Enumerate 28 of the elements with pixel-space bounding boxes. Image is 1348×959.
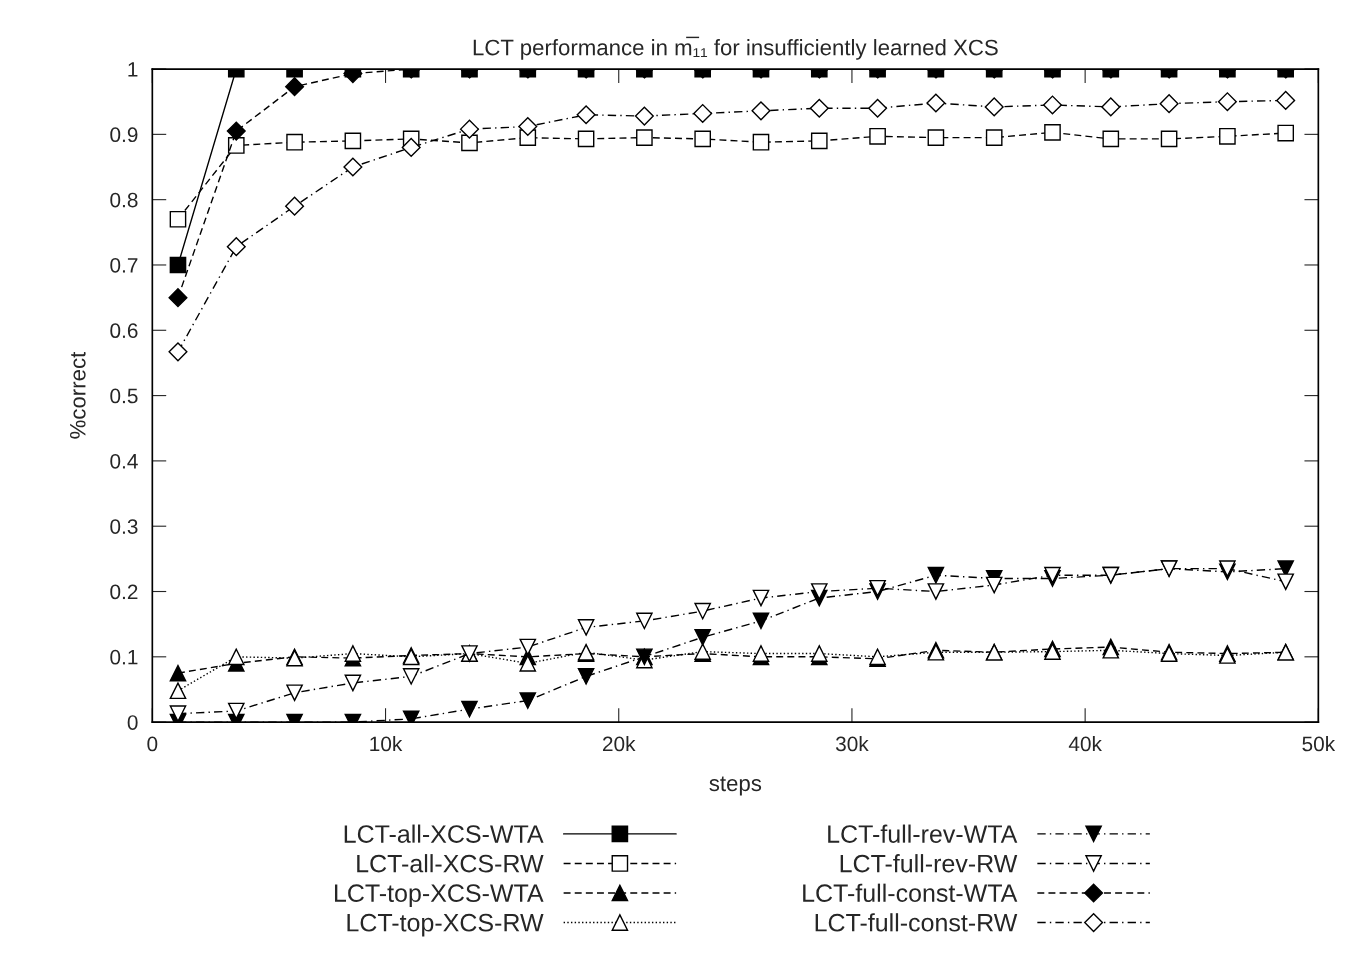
x-tick-label: 10k	[370, 736, 403, 752]
legend-label: LCT-full-rev-RW	[840, 854, 1018, 873]
y-tick-label: 0.9	[110, 127, 138, 143]
y-tick-label: 0.7	[110, 257, 138, 273]
legend-label: LCT-full-const-WTA	[803, 883, 1018, 902]
legend-label: LCT-all-XCS-RW	[357, 854, 544, 873]
x-tick-label: 20k	[602, 736, 636, 752]
chart-title: LCT performance in m̅₁₁ for insufficiently learned XCS	[473, 36, 998, 60]
y-tick-label: 0.2	[110, 584, 138, 600]
x-tick-label: 40k	[1068, 736, 1102, 752]
legend-label: LCT-all-XCS-WTA	[344, 824, 544, 843]
y-tick-label: 0.1	[110, 649, 138, 665]
x-axis-title: steps	[709, 776, 762, 796]
legend-label: LCT-full-const-RW	[815, 913, 1018, 932]
y-tick-label: 0.6	[110, 323, 138, 339]
y-tick-label: 0	[127, 715, 138, 730]
y-tick-label: 0.4	[110, 453, 138, 469]
x-tick-label: 50k	[1302, 736, 1336, 752]
x-tick-label: 0	[147, 736, 158, 752]
y-tick-label: 1	[128, 62, 138, 77]
x-tick-label: 30k	[835, 736, 869, 752]
y-tick-label: 0.3	[110, 519, 138, 534]
legend-label: LCT-top-XCS-WTA	[335, 884, 544, 907]
y-tick-label: 0.8	[110, 192, 138, 208]
legend-label: LCT-top-XCS-RW	[347, 913, 544, 937]
y-tick-label: 0.5	[110, 388, 138, 404]
legend-label: LCT-full-rev-WTA	[828, 824, 1018, 843]
y-axis-title: %correct	[70, 351, 86, 439]
